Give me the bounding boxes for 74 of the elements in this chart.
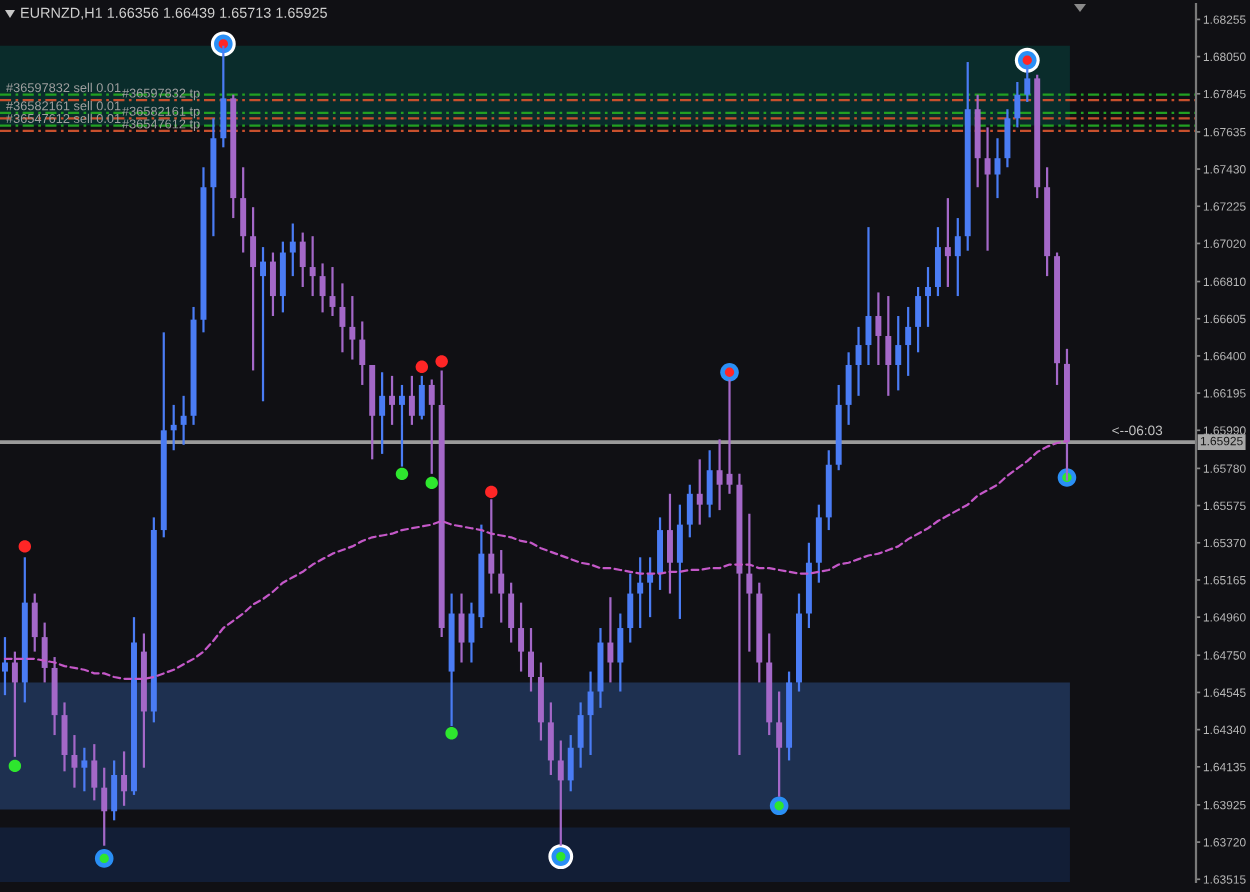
- candlestick: [359, 320, 366, 387]
- candlestick: [458, 592, 465, 664]
- candlestick: [508, 581, 515, 644]
- candlestick: [954, 216, 961, 298]
- candlestick: [746, 512, 753, 653]
- candlestick: [498, 548, 505, 624]
- candlestick: [925, 265, 931, 329]
- candlestick: [180, 394, 187, 446]
- candlestick: [289, 222, 296, 278]
- candlestick: [657, 516, 664, 592]
- candlestick: [686, 483, 693, 539]
- candlestick: [895, 314, 902, 392]
- candlestick: [41, 621, 48, 684]
- candlestick: [91, 743, 98, 802]
- candlestick: [557, 739, 564, 847]
- candlestick: [567, 733, 574, 793]
- candlestick: [934, 226, 941, 298]
- candlestick: [81, 746, 88, 793]
- candlestick: [389, 374, 396, 426]
- candlestick: [865, 226, 872, 367]
- candlestick: [299, 231, 306, 289]
- candlestick: [915, 285, 922, 354]
- candlestick: [776, 690, 783, 798]
- candlestick: [587, 670, 594, 757]
- candlestick: [676, 503, 683, 621]
- candlestick: [875, 291, 882, 367]
- candlestick: [319, 262, 326, 314]
- candlestick: [944, 196, 951, 289]
- candlestick: [121, 750, 128, 807]
- candlestick: [696, 458, 703, 526]
- candlestick: [845, 351, 852, 426]
- candlestick: [11, 650, 18, 758]
- candlestick: [815, 503, 822, 584]
- candlestick: [607, 596, 614, 684]
- candlestick: [339, 282, 346, 354]
- candlestick: [855, 325, 862, 397]
- candlestick: [269, 251, 276, 318]
- candlestick: [706, 449, 713, 519]
- candlestick: [101, 766, 108, 847]
- candlestick: [399, 383, 405, 468]
- candlestick: [528, 626, 534, 693]
- candlestick: [51, 655, 58, 737]
- candlestick: [547, 701, 554, 777]
- candlestick: [418, 374, 425, 421]
- candlestick: [408, 374, 415, 426]
- candlestick: [31, 592, 38, 653]
- candlestick: [666, 492, 673, 595]
- candlestick: [170, 403, 177, 452]
- candlestick: [309, 235, 316, 298]
- candlestick: [488, 498, 495, 595]
- candlestick: [349, 294, 356, 361]
- candlestick: [260, 245, 266, 403]
- candlestick: [468, 601, 475, 664]
- candlestick: [537, 661, 544, 742]
- candlestick: [1004, 108, 1011, 169]
- candlestick: [716, 438, 723, 512]
- candlestick: [428, 378, 435, 475]
- candlestick: [627, 572, 634, 644]
- candlestick: [379, 371, 386, 455]
- candlestick: [250, 206, 257, 372]
- candlestick: [577, 701, 584, 769]
- candlestick: [1014, 80, 1021, 129]
- candlestick: [617, 612, 624, 693]
- candlestick: [518, 601, 525, 673]
- candlestick: [279, 240, 286, 314]
- candlestick: [984, 126, 991, 252]
- candlestick: [111, 759, 118, 822]
- candlestick: [71, 733, 78, 789]
- candlestick: [1024, 64, 1031, 104]
- candlestick: [1, 635, 8, 697]
- candlestick: [240, 166, 247, 254]
- candlestick: [885, 294, 892, 397]
- candlestick: [637, 556, 644, 630]
- candlestick: [905, 305, 912, 377]
